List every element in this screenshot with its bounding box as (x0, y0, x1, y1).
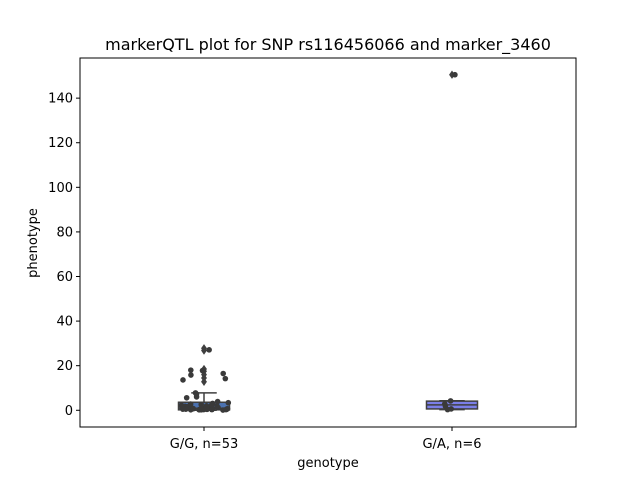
x-axis: G/G, n=53 G/A, n=6 (170, 427, 482, 452)
strip-point (214, 398, 221, 405)
strip-point (187, 401, 194, 407)
x-tick-label: G/G, n=53 (170, 437, 238, 452)
strip-point (206, 347, 212, 353)
strip-point (223, 406, 230, 412)
outlier-marker (201, 344, 207, 353)
x-axis-label: genotype (297, 456, 358, 471)
y-tick-label: 120 (48, 136, 73, 151)
y-axis: 0 20 40 60 80 100 120 140 (48, 92, 80, 419)
strip-point (441, 401, 448, 407)
strip-point (196, 407, 202, 413)
x-tick-label: G/A, n=6 (422, 437, 481, 452)
strip-point (180, 377, 186, 383)
y-tick-label: 0 (65, 404, 73, 419)
y-axis-label: phenotype (26, 208, 41, 278)
strip-point (183, 406, 189, 412)
strip-point (214, 403, 220, 409)
strip-point (220, 370, 227, 377)
strip-point (448, 406, 455, 412)
strip-point (225, 399, 232, 406)
strip-point (188, 372, 194, 378)
y-tick-label: 140 (48, 92, 73, 107)
y-tick-label: 40 (56, 315, 73, 330)
box-group (425, 70, 479, 411)
strip-point (183, 394, 190, 401)
chart-title: markerQTL plot for SNP rs116456066 and m… (105, 35, 551, 55)
strip-point (222, 375, 229, 382)
strip-point (199, 367, 206, 374)
strip-point (188, 367, 194, 373)
y-tick-label: 100 (48, 181, 73, 196)
strip-point (193, 391, 200, 398)
y-tick-label: 60 (56, 270, 73, 285)
strip-point (208, 402, 215, 408)
strip-point (203, 404, 210, 411)
strip-point (198, 401, 205, 408)
y-tick-label: 20 (56, 359, 73, 374)
plot-area (177, 70, 479, 413)
plot-frame (79, 57, 577, 428)
strip-point (452, 71, 458, 78)
y-tick-label: 80 (56, 225, 73, 240)
strip-point (447, 398, 454, 404)
strip-point (190, 405, 196, 412)
